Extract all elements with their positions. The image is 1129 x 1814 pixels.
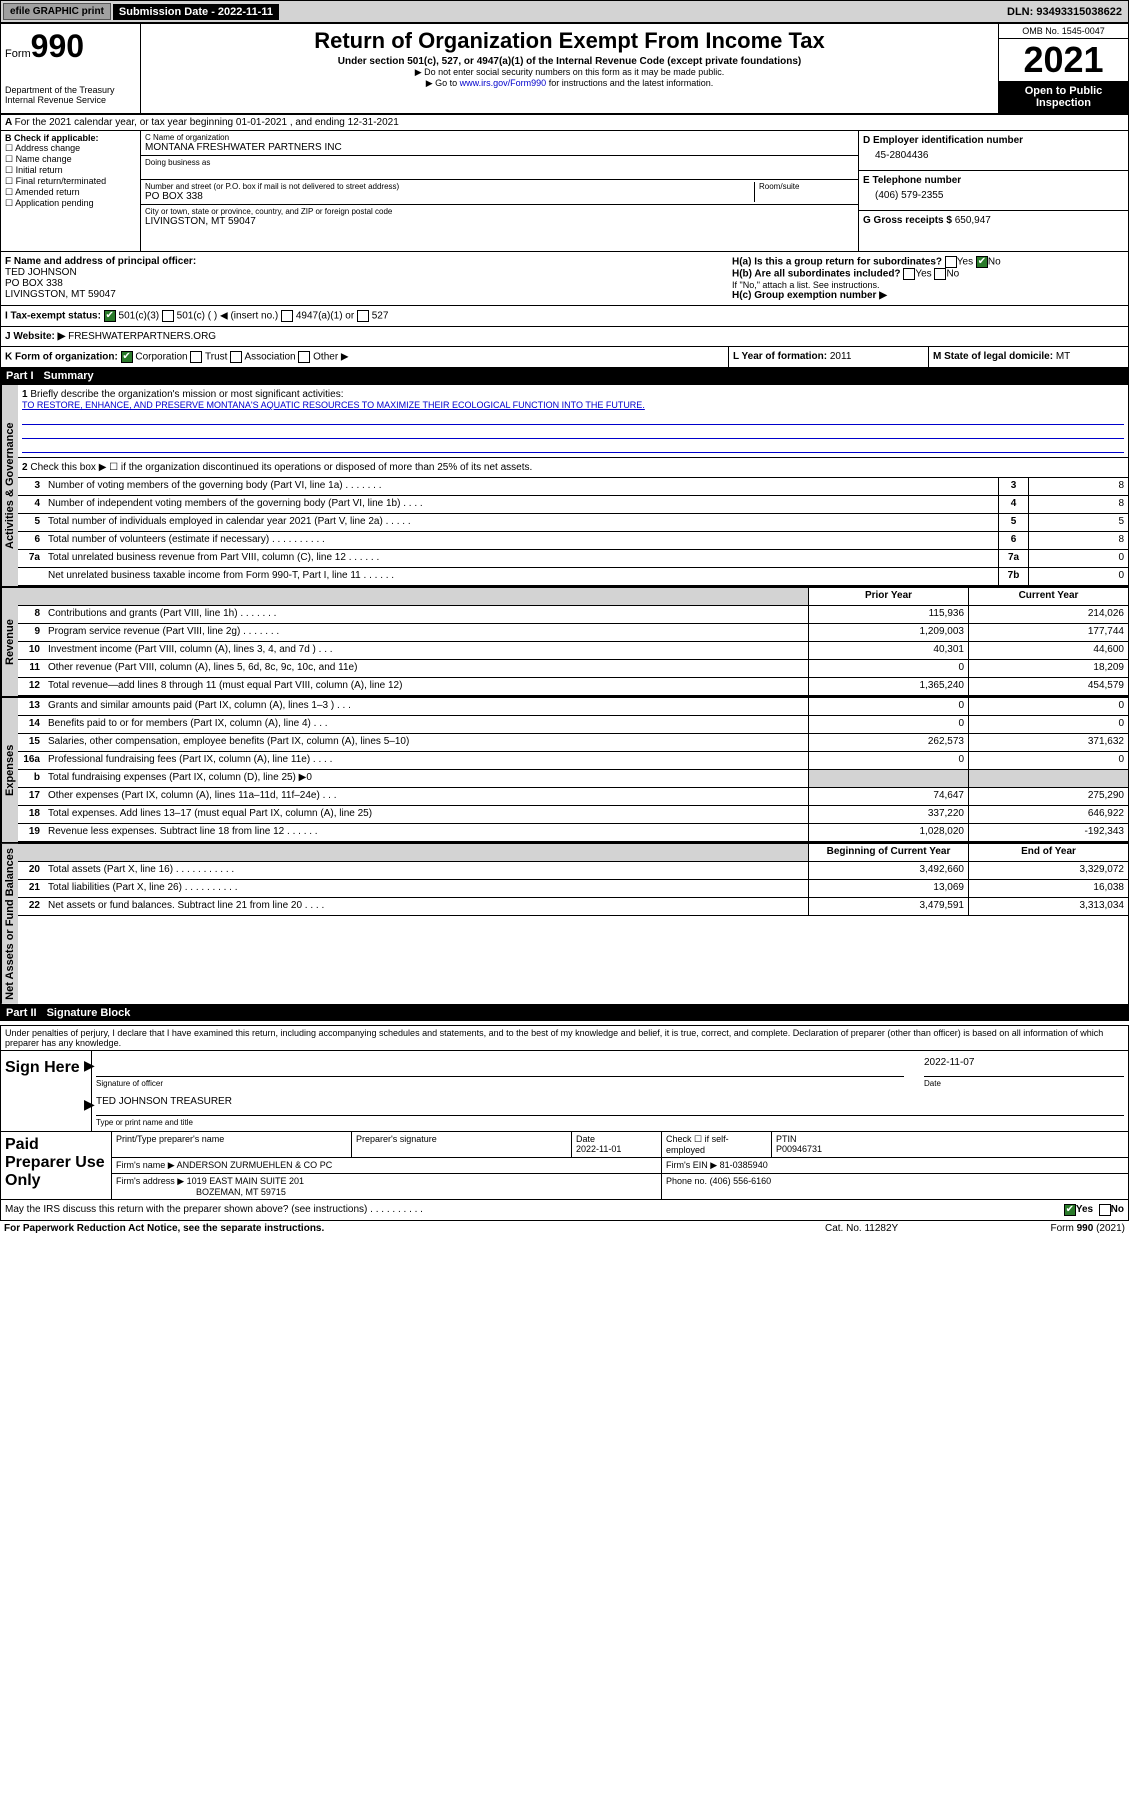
footer: For Paperwork Reduction Act Notice, see … xyxy=(0,1221,1129,1236)
mission-text: TO RESTORE, ENHANCE, AND PRESERVE MONTAN… xyxy=(22,400,645,410)
table-row: 11Other revenue (Part VIII, column (A), … xyxy=(18,660,1128,678)
tax-year: 2021 xyxy=(999,39,1128,81)
row-h: H(a) Is this a group return for subordin… xyxy=(728,252,1128,305)
row-i: I Tax-exempt status: ✔ 501(c)(3) 501(c) … xyxy=(1,306,1128,326)
row-l: L Year of formation: 2011 xyxy=(728,347,928,367)
table-row: Net unrelated business taxable income fr… xyxy=(18,568,1128,586)
form-title: Return of Organization Exempt From Incom… xyxy=(145,28,994,54)
part2-header: Part IISignature Block xyxy=(0,1005,1129,1021)
table-row: 9Program service revenue (Part VIII, lin… xyxy=(18,624,1128,642)
inspection-badge: Open to Public Inspection xyxy=(999,81,1128,113)
vtab-netassets: Net Assets or Fund Balances xyxy=(1,844,18,1004)
sign-here-label: Sign Here xyxy=(1,1051,91,1131)
col-b-checkboxes: B Check if applicable: ☐ Address change … xyxy=(1,131,141,251)
table-row: 7aTotal unrelated business revenue from … xyxy=(18,550,1128,568)
table-row: 16aProfessional fundraising fees (Part I… xyxy=(18,752,1128,770)
discuss-no-checkbox[interactable] xyxy=(1099,1204,1111,1216)
table-row: 5Total number of individuals employed in… xyxy=(18,514,1128,532)
vtab-revenue: Revenue xyxy=(1,588,18,696)
row-f: F Name and address of principal officer:… xyxy=(1,252,728,305)
table-row: 18Total expenses. Add lines 13–17 (must … xyxy=(18,806,1128,824)
dept-label: Department of the Treasury Internal Reve… xyxy=(5,85,136,105)
vtab-expenses: Expenses xyxy=(1,698,18,842)
irs-link[interactable]: www.irs.gov/Form990 xyxy=(460,78,547,88)
summary-revenue: Revenue Prior Year Current Year 8Contrib… xyxy=(0,587,1129,697)
vtab-governance: Activities & Governance xyxy=(1,385,18,586)
table-row: 22Net assets or fund balances. Subtract … xyxy=(18,898,1128,916)
form-label: Form990 xyxy=(5,48,84,60)
row-m: M State of legal domicile: MT xyxy=(928,347,1128,367)
omb-number: OMB No. 1545-0047 xyxy=(999,24,1128,39)
discuss-row: May the IRS discuss this return with the… xyxy=(1,1199,1128,1220)
part1-header: Part ISummary xyxy=(0,368,1129,384)
line-a: A For the 2021 calendar year, or tax yea… xyxy=(1,115,1128,131)
table-row: 13Grants and similar amounts paid (Part … xyxy=(18,698,1128,716)
section-identity: A For the 2021 calendar year, or tax yea… xyxy=(0,114,1129,368)
dba-cell: Doing business as xyxy=(141,156,858,180)
summary-governance: Activities & Governance 1 Briefly descri… xyxy=(0,384,1129,587)
org-name-cell: C Name of organization MONTANA FRESHWATE… xyxy=(141,131,858,156)
table-row: 12Total revenue—add lines 8 through 11 (… xyxy=(18,678,1128,696)
table-row: 20Total assets (Part X, line 16) . . . .… xyxy=(18,862,1128,880)
telephone-cell: E Telephone number (406) 579-2355 xyxy=(859,171,1128,211)
ein-cell: D Employer identification number 45-2804… xyxy=(859,131,1128,171)
table-row: bTotal fundraising expenses (Part IX, co… xyxy=(18,770,1128,788)
discuss-yes-checkbox[interactable]: ✔ xyxy=(1064,1204,1076,1216)
table-row: 14Benefits paid to or for members (Part … xyxy=(18,716,1128,734)
form-subtitle: Under section 501(c), 527, or 4947(a)(1)… xyxy=(145,56,994,67)
city-cell: City or town, state or province, country… xyxy=(141,205,858,229)
table-row: 6Total number of volunteers (estimate if… xyxy=(18,532,1128,550)
form-note2: ▶ Go to www.irs.gov/Form990 for instruct… xyxy=(145,78,994,89)
table-row: 8Contributions and grants (Part VIII, li… xyxy=(18,606,1128,624)
paid-preparer-label: Paid Preparer Use Only xyxy=(1,1132,111,1199)
signature-block: Under penalties of perjury, I declare th… xyxy=(0,1025,1129,1221)
summary-netassets: Net Assets or Fund Balances Beginning of… xyxy=(0,843,1129,1005)
form-header: Form990 Department of the Treasury Inter… xyxy=(0,23,1129,114)
address-cell: Number and street (or P.O. box if mail i… xyxy=(141,180,858,205)
table-row: 15Salaries, other compensation, employee… xyxy=(18,734,1128,752)
dln: DLN: 93493315038622 xyxy=(1007,6,1126,18)
row-j: J Website: ▶ FRESHWATERPARTNERS.ORG xyxy=(1,327,1128,346)
top-bar: efile GRAPHIC print Submission Date - 20… xyxy=(0,0,1129,23)
table-row: 21Total liabilities (Part X, line 26) . … xyxy=(18,880,1128,898)
table-row: 4Number of independent voting members of… xyxy=(18,496,1128,514)
perjury-note: Under penalties of perjury, I declare th… xyxy=(1,1026,1128,1050)
table-row: 17Other expenses (Part IX, column (A), l… xyxy=(18,788,1128,806)
gross-receipts-cell: G Gross receipts $ 650,947 xyxy=(859,211,1128,251)
table-row: 10Investment income (Part VIII, column (… xyxy=(18,642,1128,660)
summary-expenses: Expenses 13Grants and similar amounts pa… xyxy=(0,697,1129,843)
table-row: 3Number of voting members of the governi… xyxy=(18,478,1128,496)
submission-date: Submission Date - 2022-11-11 xyxy=(113,4,279,20)
form-note1: ▶ Do not enter social security numbers o… xyxy=(145,67,994,78)
table-row: 19Revenue less expenses. Subtract line 1… xyxy=(18,824,1128,842)
row-k: K Form of organization: ✔ Corporation Tr… xyxy=(1,347,728,367)
efile-button[interactable]: efile GRAPHIC print xyxy=(3,3,111,20)
